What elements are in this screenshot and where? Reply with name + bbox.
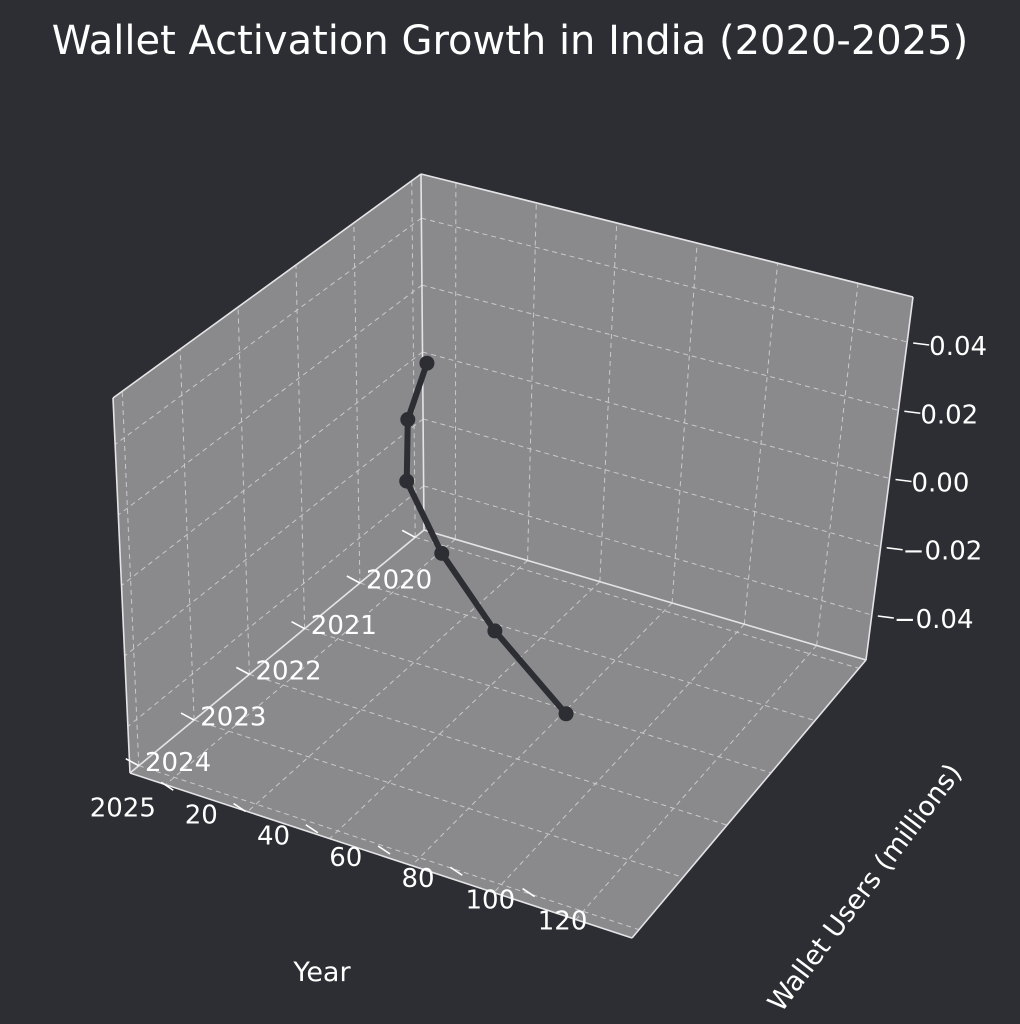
axes-edge: [129, 529, 425, 774]
grid-line-y-floor: [493, 623, 745, 893]
x-tick: [291, 620, 305, 630]
z-tick: [913, 342, 930, 346]
axes-edge: [129, 772, 633, 939]
y-tick-label: 120: [538, 907, 588, 937]
z-tick-label: −0.02: [903, 537, 983, 567]
axes-edge: [112, 173, 422, 399]
x-tick: [180, 712, 195, 721]
y-axis-label: Wallet Users (millions): [762, 758, 968, 1017]
data-series: [399, 355, 574, 722]
y-tick: [305, 824, 319, 834]
left-pane: [113, 174, 424, 773]
y-tick: [449, 866, 463, 876]
x-tick: [346, 575, 361, 584]
axes-edge: [112, 397, 131, 774]
data-point: [434, 545, 450, 561]
axes-edge: [420, 173, 425, 531]
grid-line-x-floor: [249, 673, 728, 826]
axes-edge: [423, 529, 867, 661]
axes-edge: [420, 173, 914, 298]
y-tick-label: 60: [329, 843, 362, 873]
data-point: [399, 473, 415, 489]
tick-marks: [125, 342, 930, 898]
x-tick-label: 2022: [256, 657, 322, 687]
z-tick: [877, 615, 894, 619]
data-point: [558, 706, 574, 722]
grid-line-x-wall: [411, 180, 416, 538]
y-tick-label: 20: [185, 800, 218, 830]
grid-line-x-floor: [138, 765, 640, 931]
grid-line-z-back: [421, 217, 908, 343]
grid-line-z-back: [422, 418, 881, 548]
data-point: [400, 412, 416, 428]
grid-line-y-floor: [165, 538, 456, 786]
y-tick-label: 80: [402, 864, 435, 894]
z-tick-label: 0.02: [920, 400, 978, 430]
y-tick-label: 100: [466, 885, 516, 915]
grid-line-y-wall: [454, 182, 457, 540]
y-tick: [160, 781, 174, 791]
y-tick: [233, 802, 247, 813]
grid-line-y-wall: [599, 222, 618, 582]
axes-edge: [865, 296, 914, 661]
axes-edges: [112, 173, 914, 939]
grid-line-y-wall: [527, 202, 537, 561]
x-tick-label: 2025: [90, 794, 156, 824]
z-tick: [904, 410, 921, 415]
tick-labels: 2020 2021 2022 2023 2024 2025 20 40 60 80 100 120 0.…: [90, 332, 987, 937]
y-tick-label: 40: [257, 822, 290, 852]
grid-line-x-wall: [179, 349, 195, 721]
chart-title: Wallet Activation Growth in India (2020-…: [52, 18, 969, 64]
grid-line-x-floor: [193, 719, 684, 878]
back-pane: [421, 174, 913, 660]
x-tick-label: 2024: [145, 748, 211, 778]
grid-line-y-wall: [743, 263, 779, 625]
x-tick: [235, 666, 250, 676]
series-line: [403, 360, 570, 717]
x-tick-label: 2020: [366, 565, 432, 595]
z-tick-label: 0.04: [929, 332, 987, 362]
axes-edge: [631, 659, 867, 939]
x-tick-label: 2023: [200, 702, 266, 732]
data-point: [419, 355, 435, 371]
grid-lines: [114, 180, 908, 931]
x-tick-label: 2021: [311, 611, 377, 641]
grid-line-z-back: [421, 284, 899, 411]
x-axis-label: Year: [292, 957, 351, 988]
grid-line-x-floor: [359, 582, 816, 722]
z-tick: [895, 478, 912, 483]
grid-line-z-side: [118, 284, 423, 516]
grid-line-z-side: [114, 217, 422, 445]
x-tick: [401, 529, 416, 539]
grid-line-y-floor: [411, 602, 673, 866]
z-tick: [886, 546, 903, 551]
y-tick: [522, 887, 536, 898]
grid-line-y-floor: [575, 645, 817, 920]
grid-line-z-side: [127, 485, 424, 727]
grid-line-y-wall: [816, 283, 859, 646]
y-tick: [377, 845, 391, 855]
z-tick-label: −0.04: [894, 605, 974, 635]
z-tick-label: 0.00: [912, 469, 970, 499]
grid-line-z-back: [423, 485, 872, 616]
x-tick: [125, 758, 140, 767]
grid-line-z-side: [124, 418, 424, 657]
grid-line-z-side: [121, 351, 423, 586]
grid-line-y-floor: [329, 581, 601, 840]
data-point: [487, 623, 503, 639]
grid-line-x-floor: [304, 628, 772, 774]
